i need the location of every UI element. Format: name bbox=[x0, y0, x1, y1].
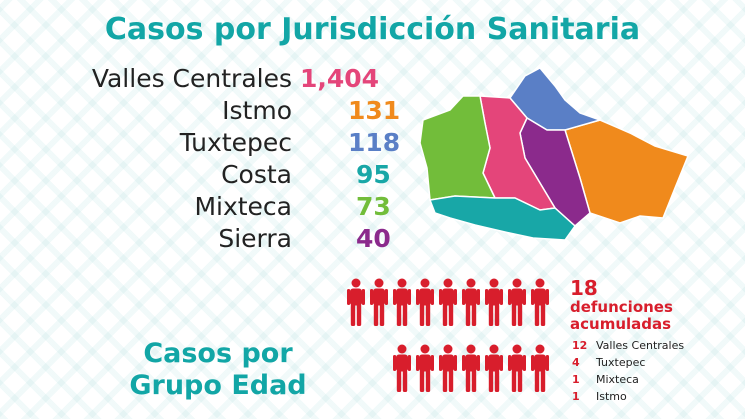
person-icon bbox=[485, 344, 503, 392]
person-icon bbox=[370, 278, 388, 326]
jurisdiction-name: Costa bbox=[221, 160, 292, 189]
jurisdiction-count: 40 bbox=[356, 224, 391, 253]
deaths-breakdown-count: 1 bbox=[572, 390, 580, 403]
jurisdiction-name: Sierra bbox=[218, 224, 292, 253]
person-icon bbox=[416, 278, 434, 326]
person-icon bbox=[531, 278, 549, 326]
person-icon bbox=[393, 278, 411, 326]
jurisdiction-name: Mixteca bbox=[194, 192, 292, 221]
map-region-costa bbox=[428, 195, 576, 241]
oaxaca-regions-map-icon bbox=[419, 67, 690, 241]
deaths-total: 18 bbox=[570, 276, 598, 300]
jurisdiction-count: 131 bbox=[348, 96, 401, 125]
person-icon bbox=[462, 344, 480, 392]
person-icon bbox=[462, 278, 480, 326]
deaths-breakdown-count: 1 bbox=[572, 373, 580, 386]
deaths-label: defunciones acumuladas bbox=[570, 298, 673, 333]
deaths-breakdown-row: 12 Valles Centrales bbox=[572, 339, 684, 352]
jurisdiction-name: Istmo bbox=[222, 96, 292, 125]
deaths-figures bbox=[347, 278, 549, 392]
deaths-breakdown-name: Valles Centrales bbox=[596, 339, 685, 352]
jurisdiction-count: 1,404 bbox=[300, 64, 380, 93]
deaths-breakdown-name: Tuxtepec bbox=[596, 356, 646, 369]
deaths-breakdown-count: 12 bbox=[572, 339, 588, 352]
jurisdiction-count: 118 bbox=[348, 128, 401, 157]
deaths-breakdown-row: 4 Tuxtepec bbox=[572, 356, 645, 369]
person-icon bbox=[508, 344, 526, 392]
person-icon bbox=[393, 344, 411, 392]
jurisdiction-count: 73 bbox=[356, 192, 391, 221]
person-icon bbox=[485, 278, 503, 326]
deaths-breakdown-name: Istmo bbox=[596, 390, 627, 403]
person-icon bbox=[439, 278, 457, 326]
page-title: Casos por Jurisdicción Sanitaria bbox=[104, 12, 641, 47]
age-section-title: Casos por Grupo Edad bbox=[129, 338, 307, 401]
deaths-breakdown-row: 1 Mixteca bbox=[572, 373, 639, 386]
jurisdiction-name: Tuxtepec bbox=[179, 128, 292, 157]
map-region-mixteca bbox=[419, 95, 497, 201]
deaths-breakdown-name: Mixteca bbox=[596, 373, 639, 386]
person-icon bbox=[508, 278, 526, 326]
deaths-breakdown-count: 4 bbox=[572, 356, 580, 369]
jurisdiction-count: 95 bbox=[356, 160, 391, 189]
person-icon bbox=[347, 278, 365, 326]
person-icon bbox=[439, 344, 457, 392]
person-icon bbox=[531, 344, 549, 392]
deaths-breakdown-row: 1 Istmo bbox=[572, 390, 627, 403]
person-icon bbox=[416, 344, 434, 392]
jurisdiction-name: Valles Centrales bbox=[91, 64, 292, 93]
